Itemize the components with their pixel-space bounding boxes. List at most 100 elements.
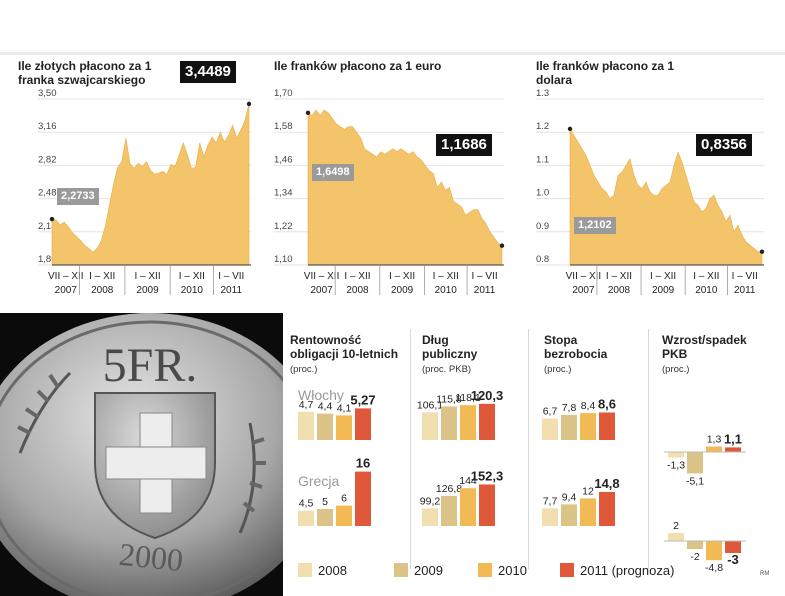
start-value-callout: 1,6498 <box>312 164 354 181</box>
bar <box>687 452 703 474</box>
bar <box>441 406 457 440</box>
y-tick-label: 2,48 <box>38 188 57 199</box>
coin-illustration: 5FR. 2000 <box>0 313 283 596</box>
economic-indicators: Rentowność obligacji 10-letnich (proc.) … <box>284 313 785 596</box>
y-tick-label: 0.8 <box>536 254 549 265</box>
y-tick-label: 2,14 <box>38 221 57 232</box>
bar-value-label: 7,7 <box>543 495 558 507</box>
end-point <box>246 101 252 107</box>
bar <box>479 484 495 526</box>
x-tick-year: 2010 <box>695 285 718 296</box>
legend: 2008 2009 2010 2011 (prognoza) <box>298 563 778 581</box>
country-label-italy: Włochy <box>298 387 344 403</box>
bar-value-label: 4,7 <box>299 399 314 411</box>
bar <box>317 413 333 440</box>
y-tick-label: 1,10 <box>274 254 293 265</box>
bar <box>336 415 352 440</box>
x-tick-label: VII – XII <box>48 271 84 282</box>
bar <box>460 405 476 440</box>
x-tick-label: I – XII <box>389 271 415 282</box>
bar <box>542 418 558 440</box>
chart-chf-eur: 1,70 1,58 1,46 1,34 1,22 1,10 VII – XII 2007 I –… <box>262 55 523 312</box>
end-point <box>759 249 765 254</box>
x-tick-label: I – XII <box>433 271 459 282</box>
bar-value-label: 14,8 <box>594 476 619 491</box>
chart-chf-eur-svg: 1,70 1,58 1,46 1,34 1,22 1,10 VII – XII 2007 I –… <box>274 88 505 296</box>
legend-item-2008: 2008 <box>298 563 347 579</box>
bar-value-label: 4,5 <box>299 498 314 510</box>
y-tick-label: 2,82 <box>38 154 57 165</box>
yield-title: Rentowność obligacji 10-letnich (proc.) <box>290 333 399 375</box>
bar <box>580 413 596 440</box>
x-tick-year: 2009 <box>652 285 675 296</box>
swiss-franc-coin-photo: 5FR. 2000 <box>0 313 283 596</box>
bar <box>687 541 703 549</box>
y-tick-label: 3,16 <box>38 121 57 132</box>
x-tick-label: I – XII <box>134 271 160 282</box>
x-tick-year: 2008 <box>608 285 631 296</box>
x-tick-year: 2011 <box>474 285 496 296</box>
bar-value-label: 4,1 <box>337 402 352 414</box>
x-tick-year: 2010 <box>435 285 458 296</box>
chart-title: Ile franków płacono za 1 euro <box>274 59 442 73</box>
start-point <box>305 110 311 116</box>
bar <box>725 541 741 553</box>
bar-value-label: 118,1 <box>455 392 481 404</box>
bar <box>561 415 577 440</box>
bar-value-label: 1,1 <box>724 431 742 446</box>
area-series <box>51 103 250 266</box>
x-tick-label: I – VII <box>732 271 758 282</box>
y-tick-label: 1,58 <box>274 121 293 132</box>
x-tick-label: VII – XII <box>566 271 602 282</box>
end-value-callout: 0,8356 <box>696 134 752 156</box>
legend-item-2011: 2011 (prognoza) <box>560 563 674 579</box>
x-tick-year: 2009 <box>136 285 159 296</box>
chart-chf-usd-svg: 1.3 1.2 1.1 1.0 0.9 0.8 VII – XII 2007 I – XII 20… <box>536 88 765 296</box>
y-tick-label: 1,80 <box>38 254 57 265</box>
legend-item-2009: 2009 <box>394 563 443 579</box>
bar <box>422 412 438 440</box>
x-tick-label: I – XII <box>606 271 632 282</box>
bar-value-label: 115,8 <box>436 394 462 406</box>
x-tick-year: 2011 <box>734 285 756 296</box>
x-tick-year: 2008 <box>346 285 369 296</box>
bar-value-label: 9,4 <box>562 491 577 503</box>
x-tick-label: VII – XII <box>304 271 340 282</box>
x-tick-label: I – XII <box>650 271 676 282</box>
bar <box>355 408 371 440</box>
bar-value-label: -4,8 <box>705 562 723 574</box>
bar <box>599 412 615 440</box>
bar-value-label: 144 <box>459 475 477 487</box>
y-tick-label: 1.0 <box>536 188 549 199</box>
bar-value-label: -5,1 <box>686 475 704 487</box>
end-value-callout: 3,4489 <box>180 61 236 83</box>
x-tick-label: I – XII <box>89 271 115 282</box>
bar-value-label: 5 <box>322 496 328 508</box>
y-tick-label: 3,50 <box>38 88 57 99</box>
chart-pln-chf: 3,50 3,16 2,82 2,48 2,14 1,80 VII – XII 2007 I –… <box>0 55 261 312</box>
bar <box>580 498 596 526</box>
y-tick-label: 1,22 <box>274 221 293 232</box>
x-tick-label: I – VII <box>471 271 497 282</box>
bar <box>706 541 722 561</box>
bar-value-label: 8,4 <box>581 400 596 412</box>
divider <box>648 329 649 569</box>
top-whitespace <box>0 0 785 52</box>
divider <box>410 329 411 569</box>
y-tick-label: 1,34 <box>274 188 293 199</box>
x-tick-label: I – XII <box>693 271 719 282</box>
area-series <box>569 127 763 266</box>
bar-value-label: 2 <box>673 520 679 532</box>
bar-value-label: 8,6 <box>598 396 616 411</box>
bar-value-label: 126,8 <box>436 483 462 495</box>
bar <box>460 488 476 526</box>
start-point <box>567 126 573 132</box>
bar-value-label: 6 <box>341 493 347 505</box>
y-tick-label: 0.9 <box>536 221 549 232</box>
bar-value-label: -1,3 <box>667 459 685 471</box>
start-value-callout: 1,2102 <box>574 217 616 234</box>
bar <box>599 491 615 526</box>
top-divider <box>0 52 785 55</box>
bar-value-label: 120,3 <box>471 388 504 403</box>
bar <box>668 533 684 541</box>
